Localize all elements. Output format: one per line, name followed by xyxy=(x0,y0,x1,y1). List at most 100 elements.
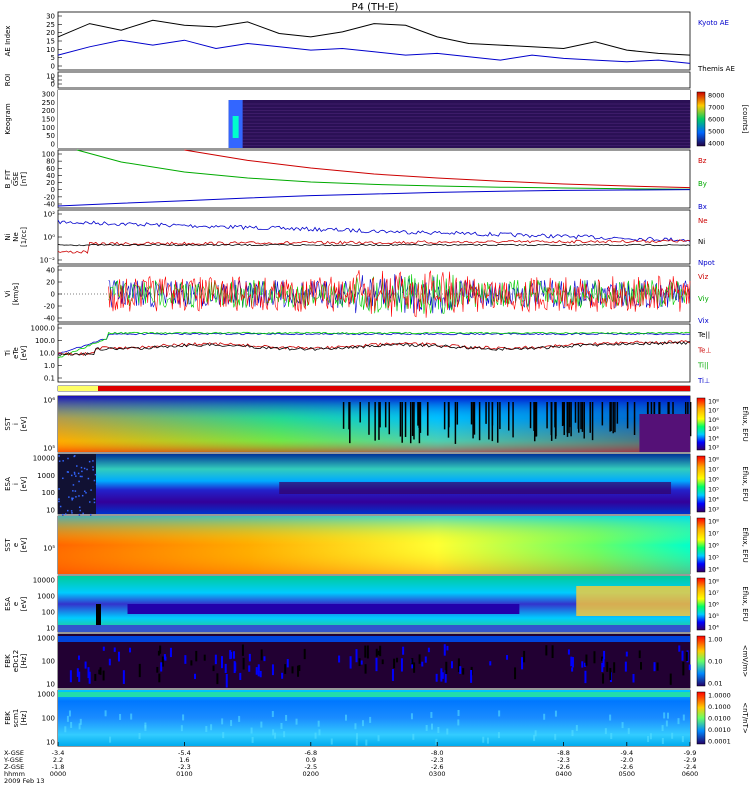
esa-i-speckle xyxy=(90,489,92,491)
xtick-label-0-1: 2.2 xyxy=(53,756,63,764)
xtick-label-2-1: 0.9 xyxy=(306,756,316,764)
fbk-b-pixel xyxy=(543,713,546,720)
fbk-e-pixel xyxy=(160,662,163,672)
sst-i-dropout xyxy=(574,402,577,423)
colorbar-tick-keogram-0: 8000 xyxy=(708,92,725,100)
fbk-e-pixel xyxy=(506,655,509,660)
temp-ti-par-line xyxy=(57,331,691,359)
ytick-velocity-4: -40 xyxy=(44,315,55,323)
sst-i-dropout xyxy=(485,402,487,424)
colorbar-tick-fbk-e-2: 0.01 xyxy=(708,680,722,688)
esa-e-band xyxy=(127,604,520,614)
fbk-e-pixel xyxy=(602,658,605,668)
colorbar-tick-esa-i-1: 10⁷ xyxy=(708,466,719,474)
xtick-label-5-2: -2.6 xyxy=(620,763,633,771)
esa-i-speckle xyxy=(86,468,88,471)
sst-i-dropout xyxy=(601,402,604,426)
colorbar-label-esa-i: Eflux, EFU xyxy=(741,466,749,501)
fbk-b-pixel xyxy=(138,732,141,739)
ytick-keogram-0: 300 xyxy=(42,91,55,99)
fbk-e-pixel xyxy=(102,646,105,651)
ytick-bfield-2: 60 xyxy=(46,165,55,173)
ylabel-keogram-0: Keogram xyxy=(4,103,12,134)
fbk-b-pixel xyxy=(355,733,358,740)
ylabel-velocity-1: [km/s] xyxy=(12,283,20,306)
fbk-e-pixel xyxy=(69,670,72,683)
ylabel-esa-e-2: [eV] xyxy=(20,596,28,611)
sst-i-dropout xyxy=(418,402,421,444)
fbk-b-pixel xyxy=(627,728,630,735)
fbk-b-pixel xyxy=(431,723,434,730)
fbk-e-pixel xyxy=(349,656,352,669)
fbk-e-pixel xyxy=(681,650,684,661)
esa-i-speckle xyxy=(73,471,76,474)
sst-i-dropout xyxy=(658,402,661,423)
colorbar-label-sst-i: Eflux, EFU xyxy=(741,406,749,441)
fbk-b-spectrogram xyxy=(58,690,690,746)
fbk-e-pixel xyxy=(413,662,416,673)
colorbar-tick-fbk-b-4: 0.0001 xyxy=(708,738,731,746)
ytick-ae-4: 10 xyxy=(46,46,55,54)
fbk-e-pixel xyxy=(88,671,91,684)
ytick-velocity-0: 40 xyxy=(46,267,55,275)
ytick-keogram-4: 100 xyxy=(42,124,55,132)
xtick-label-3-0: -8.0 xyxy=(431,749,444,757)
fbk-e-pixel xyxy=(606,661,609,672)
ytick-sst-i-0: 10⁶ xyxy=(43,397,55,405)
xtick-label-2-2: -2.5 xyxy=(304,763,317,771)
sst-i-dropout xyxy=(384,402,387,428)
colorbar-tick-fbk-b-3: 0.0010 xyxy=(708,726,731,734)
ylabel-temperature-1: eTe xyxy=(12,347,20,359)
ytick-keogram-6: 0 xyxy=(51,141,55,149)
fbk-e-pixel xyxy=(303,648,306,660)
sst-i-dropout xyxy=(568,402,571,428)
ytick-bfield-7: -40 xyxy=(44,201,55,209)
sst-i-dropout xyxy=(404,402,407,437)
ytick-fbk-e-2: 10 xyxy=(46,681,55,689)
sst-i-dropout xyxy=(379,402,381,428)
temp-te-perp-line xyxy=(57,340,691,356)
panel-velocity xyxy=(58,270,691,318)
xtick-label-4-0: -8.8 xyxy=(557,749,570,757)
sst-i-dropout xyxy=(570,402,572,437)
fbk-e-pixel xyxy=(224,663,227,673)
sst-i-dropout xyxy=(478,402,481,441)
quality-flag-red xyxy=(98,386,690,391)
fbk-e-pixel xyxy=(400,658,403,672)
sst-i-dropout xyxy=(499,402,501,430)
sst-i-dropout xyxy=(646,402,649,426)
fbk-e-pixel xyxy=(411,658,414,665)
fbk-b-pixel xyxy=(457,719,460,726)
sst-i-dropout xyxy=(443,402,446,430)
colorbar-tick-fbk-e-0: 1.00 xyxy=(708,636,722,644)
sst-i-dropout xyxy=(491,402,494,442)
xtick-label-1-1: 1.6 xyxy=(179,756,189,764)
fbk-e-pixel xyxy=(489,661,492,666)
sst-i-dropout xyxy=(409,402,412,444)
fbk-e-pixel xyxy=(545,645,548,656)
esa-i-speckle xyxy=(92,469,94,471)
fbk-b-pixel xyxy=(604,728,607,735)
esa-i-speckle xyxy=(79,475,82,478)
esa-i-speckle xyxy=(68,496,70,498)
legend-density-2: Npot xyxy=(698,259,715,267)
sst-i-dropout xyxy=(419,402,422,433)
fbk-b-pixel xyxy=(250,727,253,734)
ylabel-fbk-e-1: eDc12 xyxy=(12,650,20,672)
sst-i-dropout xyxy=(668,402,670,425)
fbk-e-pixel xyxy=(445,661,448,675)
ylabel-density-0: Ni xyxy=(4,233,12,240)
sst-i-dropout xyxy=(529,402,532,429)
colorbar-label-fbk-b: <nT/nT> xyxy=(741,702,749,734)
fbk-b-pixel xyxy=(435,738,438,745)
keogram-image xyxy=(228,100,690,148)
fbk-e-pixel xyxy=(241,644,244,656)
ytick-fbk-e-0: 1000 xyxy=(37,635,55,643)
esa-i-speckle xyxy=(58,460,61,462)
fbk-b-pixel xyxy=(68,710,71,717)
fbk-b-pixel xyxy=(486,737,489,744)
fbk-b-pixel xyxy=(280,722,283,729)
fbk-e-pixel xyxy=(234,662,237,672)
density-ne-line xyxy=(57,239,691,254)
